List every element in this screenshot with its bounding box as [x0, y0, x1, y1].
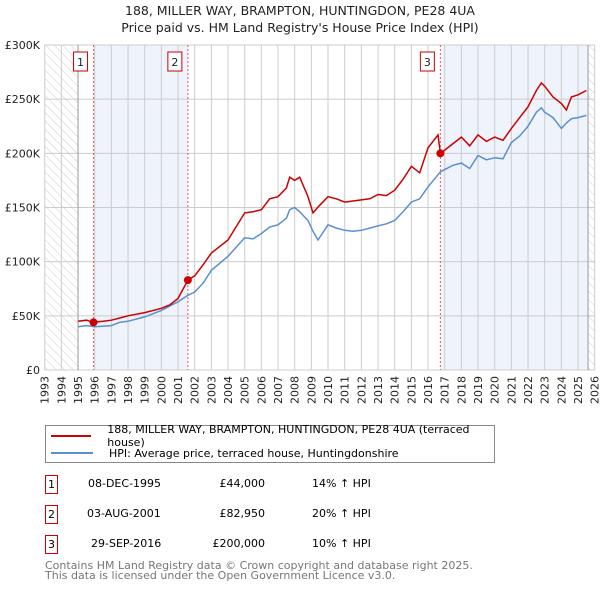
sale-label: 1 — [77, 56, 84, 69]
x-tick-label: 2019 — [472, 376, 485, 404]
x-tick-label: 2025 — [572, 376, 585, 404]
chart-title: 188, MILLER WAY, BRAMPTON, HUNTINGDON, P… — [125, 3, 475, 18]
sale-label-box — [167, 51, 183, 72]
x-tick-label: 1998 — [122, 376, 135, 404]
x-tick-label: 2005 — [239, 376, 252, 404]
x-tick-label: 2021 — [505, 376, 518, 404]
x-tick-label: 1995 — [72, 376, 85, 404]
transaction-price: £44,000 — [219, 477, 266, 490]
transaction-date: 29-SEP-2016 — [91, 537, 162, 550]
x-tick-label: 2007 — [272, 376, 285, 404]
x-tick-label: 1997 — [105, 376, 118, 404]
x-tick-label: 1993 — [39, 376, 52, 404]
transaction-delta: 10% ↑ HPI — [312, 537, 371, 550]
x-tick-label: 2010 — [322, 376, 335, 404]
x-tick-label: 2012 — [355, 376, 368, 404]
hpi-series-line — [77, 106, 587, 328]
y-tick-label: £250K — [5, 93, 41, 106]
transaction-date: 08-DEC-1995 — [88, 477, 162, 490]
transaction-delta: 20% ↑ HPI — [312, 507, 371, 520]
y-tick-label: £50K — [12, 310, 41, 323]
price-chart: 1 2 3 1993 1994 1995 1996 1997 1998 1999 2000 2001 2… — [5, 39, 600, 404]
transaction-delta: 14% ↑ HPI — [312, 477, 371, 490]
footer-licence: This data is licensed under the Open Gov… — [45, 569, 396, 582]
x-tick-label: 2001 — [172, 376, 185, 404]
legend-swatch-hpi — [51, 452, 93, 454]
x-tick-label: 1994 — [55, 376, 68, 404]
transaction-badge: 2 — [45, 505, 58, 524]
footer-copyright: Contains HM Land Registry data © Crown c… — [45, 559, 473, 572]
x-tick-label: 2011 — [339, 376, 352, 404]
property-series-line — [77, 81, 587, 324]
x-tick-label: 2015 — [405, 376, 418, 404]
transaction-price: £82,950 — [219, 507, 266, 520]
x-tick-label: 1996 — [89, 376, 102, 404]
legend-label-hpi: HPI: Average price, terraced house, Hunt… — [109, 446, 399, 460]
y-tick-label: £300K — [5, 39, 41, 52]
sale-label: 2 — [171, 56, 178, 69]
legend-swatch-property — [51, 435, 92, 437]
x-tick-label: 2006 — [255, 376, 268, 404]
x-tick-label: 2008 — [289, 376, 302, 404]
sale-point — [183, 276, 192, 285]
x-tick-label: 2013 — [372, 376, 385, 404]
x-tick-label: 2004 — [222, 376, 235, 404]
sale-label-box — [73, 51, 89, 72]
x-tick-label: 2009 — [305, 376, 318, 404]
transaction-badge: 1 — [45, 475, 58, 494]
sale-point — [89, 318, 98, 327]
x-tick-label: 2016 — [422, 376, 435, 404]
y-tick-label: £0 — [26, 364, 40, 377]
legend-label-property: 188, MILLER WAY, BRAMPTON, HUNTINGDON, P… — [107, 423, 470, 449]
legend-item-hpi: HPI: Average price, terraced house, Hunt… — [46, 445, 399, 461]
transaction-badge: 3 — [45, 535, 58, 554]
x-tick-label: 2014 — [389, 376, 402, 404]
x-tick-label: 2002 — [189, 376, 202, 404]
y-tick-label: £100K — [5, 256, 41, 269]
sale-point — [436, 149, 445, 158]
x-tick-label: 2000 — [155, 376, 168, 404]
y-tick-label: £150K — [5, 202, 41, 215]
transaction-date: 03-AUG-2001 — [87, 507, 161, 520]
x-tick-label: 2026 — [589, 376, 600, 404]
x-tick-label: 2024 — [555, 376, 568, 404]
y-tick-label: £200K — [5, 147, 41, 160]
sale-label: 3 — [424, 56, 431, 69]
legend-item-property: 188, MILLER WAY, BRAMPTON, HUNTINGDON, P… — [46, 423, 494, 449]
x-tick-label: 2020 — [489, 376, 502, 404]
x-tick-label: 2003 — [205, 376, 218, 404]
x-tick-label: 2023 — [539, 376, 552, 404]
sale-label-box — [419, 51, 435, 72]
x-tick-label: 2017 — [439, 376, 452, 404]
x-tick-label: 1999 — [139, 376, 152, 404]
x-tick-label: 2018 — [455, 376, 468, 404]
transaction-price: £200,000 — [212, 537, 266, 550]
chart-legend: 188, MILLER WAY, BRAMPTON, HUNTINGDON, P… — [45, 423, 495, 463]
x-tick-label: 2022 — [522, 376, 535, 404]
chart-subtitle: Price paid vs. HM Land Registry's House … — [121, 20, 479, 35]
